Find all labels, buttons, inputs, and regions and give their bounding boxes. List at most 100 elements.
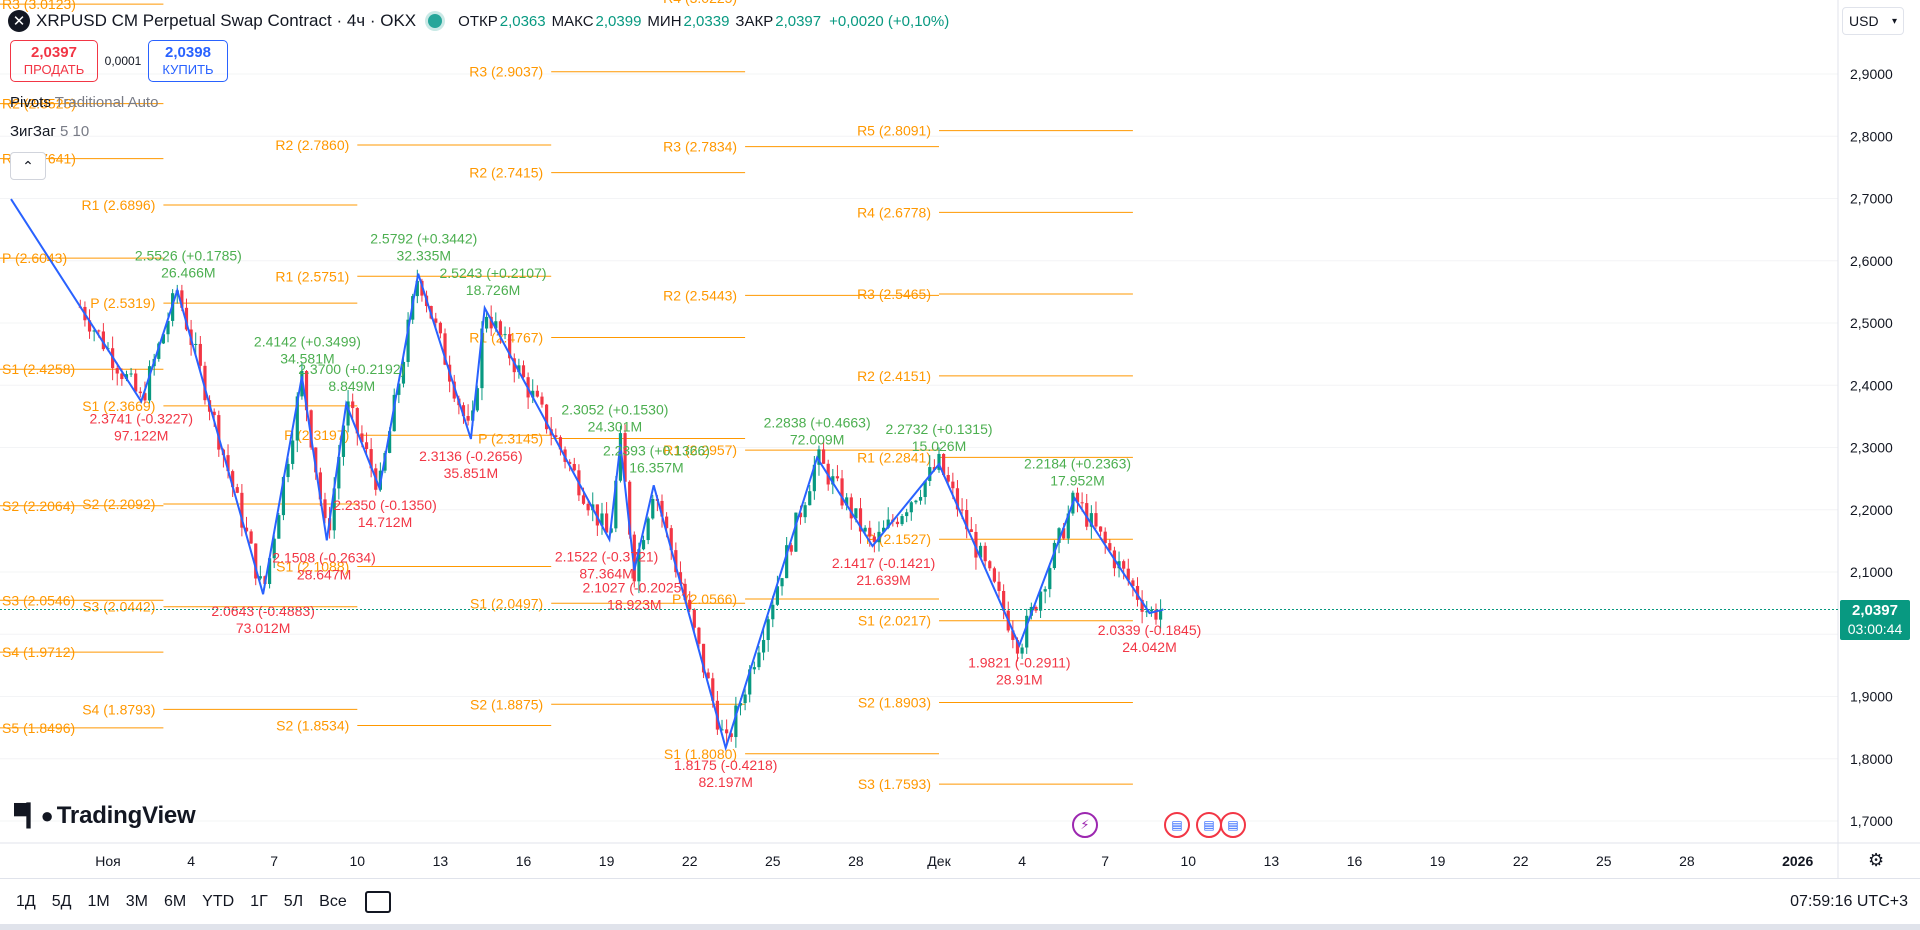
candle-body (355, 408, 359, 434)
candle-body (1015, 639, 1020, 654)
pivot-label: R5 (2.8091) (857, 123, 931, 139)
symbol-header: ✕ XRPUSD CM Perpetual Swap Contract · 4ч… (8, 8, 949, 34)
swing-label-volume: 16.357M (629, 459, 683, 475)
candle-body (184, 307, 189, 330)
range-6m-button[interactable]: 6М (163, 893, 187, 910)
indicator-pivots[interactable]: Pivots Traditional Auto (10, 94, 158, 111)
candle-body (291, 440, 295, 464)
x-tick-label: 13 (433, 853, 449, 869)
swing-label-price: 2.3052 (+0.1530) (561, 401, 668, 417)
candle-body (494, 321, 498, 329)
market-status-icon[interactable] (428, 14, 443, 28)
candle-body (254, 543, 258, 579)
high-label: МАКС (551, 12, 594, 30)
candle-body (900, 516, 904, 525)
range-1d-button[interactable]: 1Д (16, 893, 36, 910)
candle-body (711, 678, 715, 701)
candle-body (406, 319, 410, 362)
pivot-label: R1 (2.2841) (857, 449, 931, 465)
calendar-icon[interactable] (364, 891, 391, 913)
candle-body (872, 536, 876, 543)
candle-body (351, 401, 355, 409)
symbol-title[interactable]: XRPUSD CM Perpetual Swap Contract · 4ч ·… (36, 11, 417, 30)
candle-body (1122, 561, 1126, 569)
candle-body (821, 449, 826, 464)
lightning-icon[interactable]: ⚡ (1072, 812, 1098, 838)
candle-body (1154, 609, 1158, 620)
pivot-label: R2 (2.8525) (2, 96, 76, 112)
candle-body (1066, 513, 1070, 539)
candle-body (498, 321, 503, 335)
candle-body (521, 365, 526, 378)
trade-panel: 2,0397 ПРОДАТЬ 0,0001 2,0398 КУПИТЬ (10, 40, 228, 82)
indicator-zigzag[interactable]: ЗигЗаг 5 10 (10, 123, 89, 140)
swing-label-volume: 14.712M (358, 514, 412, 530)
status-strip (0, 924, 1920, 930)
range-5d-button[interactable]: 5Д (51, 893, 72, 910)
candle-body (725, 729, 729, 734)
chevron-up-icon: ⌃ (22, 157, 34, 174)
change-value: +0,0020 (+0,10%) (829, 12, 950, 30)
us-flag-icon[interactable]: ▤ (1164, 812, 1190, 838)
buy-button[interactable]: 2,0398 КУПИТЬ (148, 40, 228, 82)
candle-body (1145, 611, 1149, 613)
y-tick-label: 2,3000 (1850, 440, 1893, 456)
pivots-name: Pivots (10, 94, 51, 111)
range-5y-button[interactable]: 5Л (283, 893, 304, 910)
candle-body (720, 729, 724, 731)
candle-body (637, 549, 641, 582)
range-1y-button[interactable]: 1Г (250, 893, 268, 910)
candle-body (531, 390, 535, 398)
candle-body (249, 531, 253, 544)
us-flag-icon[interactable]: ▤ (1220, 812, 1246, 838)
candle-body (863, 527, 867, 532)
clock-timezone[interactable]: 07:59:16 UTC+3 (1790, 893, 1908, 910)
x-tick-label: 4 (187, 853, 195, 869)
swing-label-price: 2.1522 (-0.3721) (555, 549, 659, 565)
pivot-label: S1 (2.1088) (276, 559, 349, 575)
swing-label-price: 2.2838 (+0.4663) (764, 415, 871, 431)
swing-labels: 2.5526 (+0.1785)26.466M 2.3741 (-0.3227)9… (89, 231, 1201, 790)
swing-label-price: 1.9821 (-0.2911) (968, 654, 1070, 670)
candle-body (766, 619, 770, 640)
candle-body (831, 476, 835, 485)
currency-label: USD (1849, 13, 1879, 29)
us-flag-icon[interactable]: ▤ (1196, 812, 1222, 838)
candle-body (1140, 599, 1144, 612)
y-tick-label: 2,1000 (1850, 564, 1893, 580)
range-all-button[interactable]: Все (319, 893, 347, 910)
sell-button[interactable]: 2,0397 ПРОДАТЬ (10, 40, 98, 82)
candle-body (1011, 630, 1015, 640)
candle-body (937, 453, 941, 470)
gear-icon[interactable]: ⚙ (1868, 850, 1885, 870)
candle-body (595, 504, 599, 526)
candle-body (281, 477, 286, 516)
range-3m-button[interactable]: 3М (125, 893, 148, 910)
candle-body (1159, 611, 1163, 620)
candle-body (92, 330, 96, 332)
swing-label-price: 2.0643 (-0.4883) (211, 603, 315, 619)
pivot-label: S4 (1.8793) (82, 701, 155, 717)
candle-body (309, 410, 313, 448)
candle-body (97, 330, 101, 332)
candle-body (466, 416, 470, 421)
swing-label-volume: 24.301M (588, 418, 642, 434)
candle-body (854, 508, 858, 519)
candle-body (771, 604, 775, 620)
currency-select[interactable]: USD ▾ (1842, 7, 1904, 35)
price-chart[interactable]: R3 (3.0123)R2 (2.8525)R1 (2.7641)P (2.60… (0, 0, 1920, 878)
candle-body (272, 538, 276, 559)
candle-body (475, 388, 479, 411)
candle-body (1149, 609, 1153, 612)
pivot-label: R2 (2.5443) (663, 287, 737, 303)
range-ytd-button[interactable]: YTD (202, 893, 235, 910)
candle-body (1103, 531, 1107, 544)
zigzag-params: 5 10 (59, 123, 90, 140)
tradingview-logo[interactable]: ▀▎● TradingView (14, 802, 196, 830)
candle-body (738, 703, 743, 706)
range-1m-button[interactable]: 1М (87, 893, 110, 910)
swing-label-volume: 34.581M (280, 350, 334, 366)
x-logo-icon[interactable]: ✕ (8, 10, 30, 32)
candle-body (134, 373, 138, 392)
collapse-indicators-button[interactable]: ⌃ (10, 152, 46, 180)
